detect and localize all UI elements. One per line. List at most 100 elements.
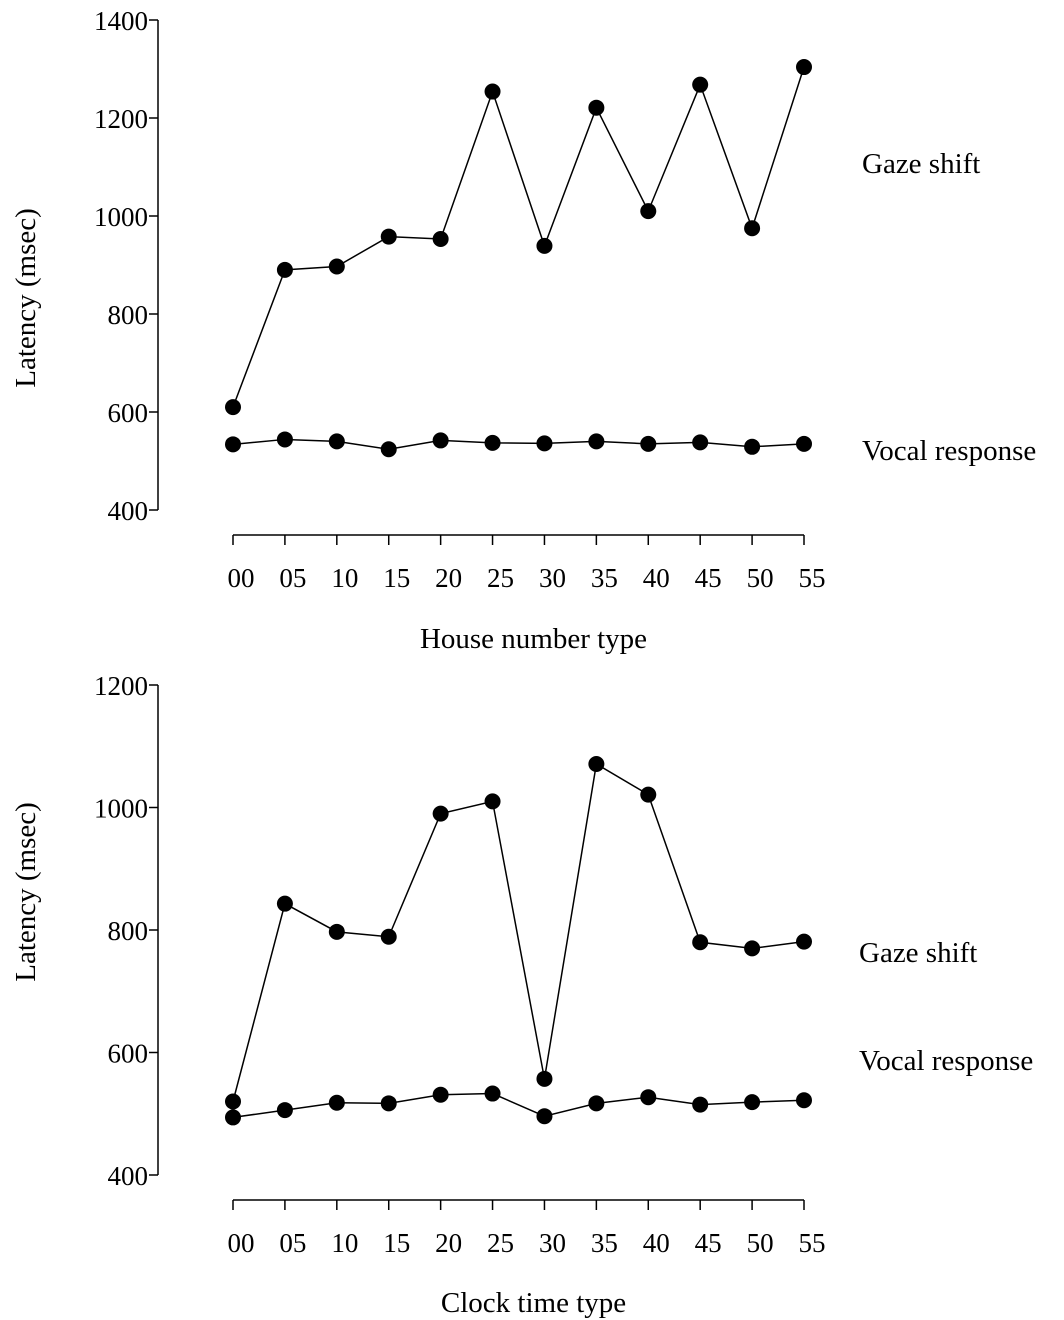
x-tick-label: 25 [487,563,514,593]
data-point [744,438,761,455]
data-point [276,895,293,912]
data-point [640,203,657,220]
data-point [276,1102,293,1119]
data-point [225,436,241,453]
x-tick-label: 20 [435,563,462,593]
y-axis-label: Latency (msec) [10,208,42,388]
data-point [588,756,605,773]
series-line [232,762,805,1102]
data-point [484,793,501,810]
data-point [380,228,397,245]
data-point [640,786,657,803]
series-vocal-response [225,431,812,458]
series-line [232,438,805,450]
data-point [225,1109,241,1126]
x-tick-label: 10 [331,563,358,593]
x-tick-label: 15 [383,563,410,593]
data-point [588,433,605,450]
x-tick-label: 00 [228,1228,255,1258]
chart-panel-2: 400 600 800 1000 1200 00 05 10 15 20 25 30 35 40 45 50 5… [10,671,1033,1319]
data-point [536,237,553,254]
data-point [796,1092,812,1109]
x-axis-label: Clock time type [441,1287,626,1319]
data-point [796,59,812,76]
data-point [744,1094,761,1111]
x-tick-label: 40 [643,1228,670,1258]
data-point [640,1089,657,1106]
data-point [276,261,293,278]
y-tick-label: 400 [108,1161,149,1191]
y-tick-label: 400 [108,496,149,526]
x-tick-label: 10 [331,1228,358,1258]
series-label: Gaze shift [859,937,977,969]
x-tick-label: 15 [383,1228,410,1258]
series-label: Vocal response [862,435,1036,467]
data-point [380,928,397,945]
data-point [432,1086,449,1103]
data-point [692,1096,709,1113]
y-tick-label: 1200 [94,671,148,701]
data-point [796,435,812,452]
x-tick-label: 35 [591,1228,618,1258]
data-point [328,433,345,450]
y-tick-label: 600 [108,398,149,428]
data-point [380,441,397,458]
data-point [380,1095,397,1112]
data-point [276,431,293,448]
chart-panel-1: 400 600 800 1000 1200 1400 00 05 10 15 20 25 30 35 40 4… [10,6,1036,655]
x-tick-label: 30 [539,563,566,593]
data-point [588,99,605,116]
y-tick-label: 1000 [94,202,148,232]
data-point [225,399,241,416]
data-point [588,1095,605,1112]
x-tick-label: 55 [799,1228,826,1258]
data-point [432,432,449,449]
data-point [796,933,812,950]
data-point [328,923,345,940]
data-point [692,434,709,451]
data-point [484,83,501,100]
data-point [432,231,449,248]
x-tick-label: 50 [747,1228,774,1258]
series-gaze-shift [225,756,812,1110]
series-line [232,66,805,408]
data-point [744,220,761,237]
data-point [692,934,709,951]
x-tick-label: 30 [539,1228,566,1258]
x-tick-label: 20 [435,1228,462,1258]
data-point [484,1085,501,1102]
data-point [536,1070,553,1087]
x-tick-label: 00 [228,563,255,593]
data-point [484,434,501,451]
y-tick-label: 600 [108,1039,149,1069]
data-point [536,435,553,452]
x-tick-label: 45 [695,1228,722,1258]
data-point [432,805,449,822]
x-tick-label: 55 [799,563,826,593]
series-vocal-response [225,1085,812,1126]
series-gaze-shift [225,59,812,416]
y-axis-label: Latency (msec) [10,802,42,982]
series-label: Vocal response [859,1045,1033,1077]
data-point [328,258,345,275]
series-label: Gaze shift [862,148,980,180]
data-point [536,1108,553,1125]
data-point [744,940,761,957]
x-tick-label: 45 [695,563,722,593]
y-tick-label: 1200 [94,104,148,134]
x-tick-label: 35 [591,563,618,593]
data-point [692,76,709,93]
data-point [640,435,657,452]
x-tick-label: 05 [279,563,306,593]
x-tick-label: 05 [279,1228,306,1258]
y-tick-label: 800 [108,300,149,330]
x-tick-label: 50 [747,563,774,593]
x-axis-label: House number type [420,623,647,655]
y-tick-label: 1000 [94,794,148,824]
data-point [225,1093,241,1110]
y-tick-label: 1400 [94,6,148,36]
series-line [232,1092,805,1119]
data-point [328,1094,345,1111]
x-tick-label: 25 [487,1228,514,1258]
